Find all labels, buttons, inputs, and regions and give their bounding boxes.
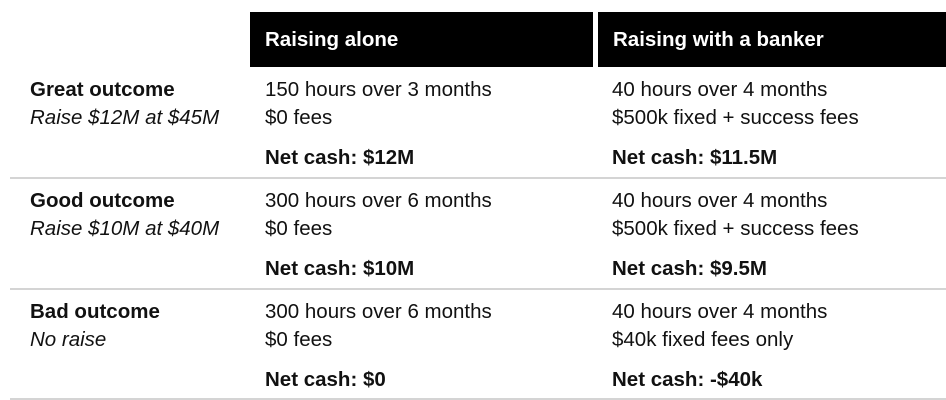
cell-line: $0 fees: [265, 217, 333, 240]
cell-line: $0 fees: [265, 106, 333, 129]
net-cash: Net cash: $10M: [265, 257, 415, 280]
row-separator: [10, 288, 946, 290]
column-header-text: Raising alone: [265, 27, 399, 51]
cell-line: 300 hours over 6 months: [265, 189, 492, 212]
row-sublabel: Raise $10M at $40M: [30, 217, 220, 240]
net-cash: Net cash: $0: [265, 368, 386, 391]
cell-line: $500k fixed + success fees: [612, 106, 859, 129]
row-sublabel: No raise: [30, 328, 107, 351]
cell-line: 40 hours over 4 months: [612, 300, 828, 323]
column-header-text: Raising with a banker: [613, 27, 824, 51]
row-label: Great outcome: [30, 78, 175, 101]
row-separator: [10, 398, 946, 400]
cell-line: 150 hours over 3 months: [265, 78, 492, 101]
row-label: Bad outcome: [30, 300, 160, 323]
net-cash: Net cash: $11.5M: [612, 146, 778, 169]
net-cash: Net cash: $12M: [265, 146, 415, 169]
cell-line: $500k fixed + success fees: [612, 217, 859, 240]
cell-line: 300 hours over 6 months: [265, 300, 492, 323]
column-header: Raising with a banker: [598, 12, 946, 67]
row-separator: [10, 177, 946, 179]
cell-line: $0 fees: [265, 328, 333, 351]
cell-line: 40 hours over 4 months: [612, 78, 828, 101]
row-label: Good outcome: [30, 189, 175, 212]
cell-line: $40k fixed fees only: [612, 328, 794, 351]
net-cash: Net cash: -$40k: [612, 368, 763, 391]
cell-line: 40 hours over 4 months: [612, 189, 828, 212]
net-cash: Net cash: $9.5M: [612, 257, 767, 280]
column-header: Raising alone: [250, 12, 593, 67]
row-sublabel: Raise $12M at $45M: [30, 106, 220, 129]
